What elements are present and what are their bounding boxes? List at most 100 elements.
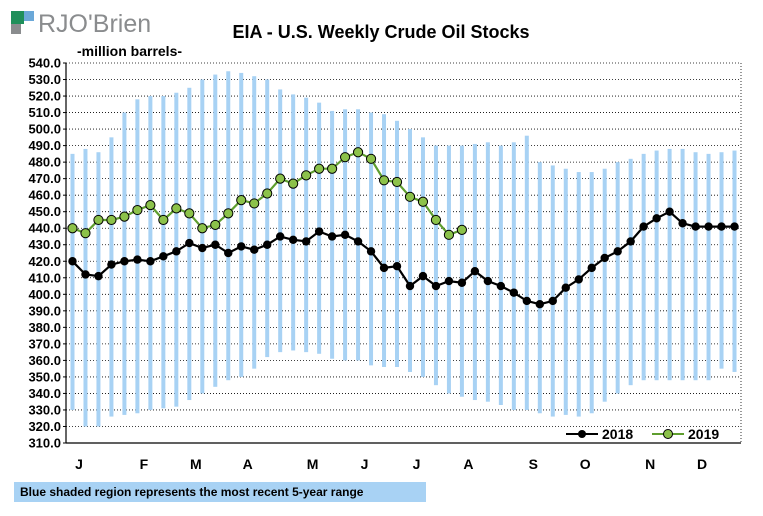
range-bar bbox=[693, 152, 698, 381]
data-point-2018 bbox=[275, 232, 285, 241]
legend-2019-marker bbox=[663, 429, 673, 439]
footnote: Blue shaded region represents the most r… bbox=[14, 482, 426, 502]
data-point-2018 bbox=[587, 263, 596, 273]
gridlines bbox=[66, 62, 741, 427]
y-tick-label: 470.0 bbox=[28, 171, 61, 186]
data-point-2018 bbox=[665, 207, 674, 216]
range-bar bbox=[291, 94, 296, 351]
y-tick-label: 350.0 bbox=[28, 369, 61, 384]
data-point-2018 bbox=[418, 271, 428, 281]
legend-2019-label: 2019 bbox=[688, 426, 719, 442]
month-label: J bbox=[413, 456, 421, 472]
data-point-2018 bbox=[314, 227, 324, 236]
range-bar bbox=[615, 162, 620, 394]
data-point-2019 bbox=[223, 208, 234, 219]
y-axis-label: -million barrels- bbox=[77, 43, 182, 59]
range-bar bbox=[109, 137, 114, 417]
logo-mark-gray bbox=[11, 24, 21, 34]
month-label: J bbox=[361, 456, 369, 472]
y-tick-label: 460.0 bbox=[28, 188, 61, 203]
data-point-2018 bbox=[613, 247, 622, 256]
y-tick-label: 340.0 bbox=[28, 386, 61, 401]
data-point-2019 bbox=[404, 191, 416, 202]
y-tick-label: 330.0 bbox=[28, 402, 61, 417]
y-tick-label: 400.0 bbox=[28, 287, 61, 302]
legend-2018-marker bbox=[578, 430, 586, 438]
logo: RJO'Brien bbox=[11, 10, 151, 38]
data-point-2019 bbox=[236, 195, 247, 206]
data-point-2018 bbox=[250, 245, 259, 254]
data-point-2018 bbox=[301, 237, 311, 246]
data-point-2018 bbox=[704, 222, 713, 231]
range-bar bbox=[511, 142, 516, 410]
range-bar bbox=[641, 153, 646, 381]
data-point-2019 bbox=[314, 163, 325, 174]
month-label: A bbox=[243, 456, 253, 472]
y-tick-label: 490.0 bbox=[28, 138, 61, 153]
data-point-2019 bbox=[430, 214, 442, 226]
data-point-2019 bbox=[378, 175, 390, 186]
data-point-2018 bbox=[94, 271, 103, 281]
range-bar bbox=[485, 142, 490, 402]
data-point-2018 bbox=[366, 247, 376, 256]
y-tick-label: 320.0 bbox=[28, 419, 61, 434]
data-point-2019 bbox=[456, 224, 468, 235]
data-point-2019 bbox=[417, 196, 429, 207]
range-bar bbox=[459, 145, 464, 397]
data-point-2018 bbox=[263, 240, 272, 249]
data-point-2018 bbox=[185, 238, 194, 248]
range-bar bbox=[706, 153, 711, 381]
range-bar bbox=[498, 145, 503, 405]
y-tick-label: 450.0 bbox=[28, 204, 61, 219]
logo-wordmark: RJO'Brien bbox=[38, 10, 151, 38]
range-bars bbox=[70, 71, 737, 427]
data-point-2019 bbox=[262, 188, 273, 199]
data-point-2018 bbox=[159, 252, 168, 261]
data-point-2018 bbox=[444, 276, 454, 286]
data-point-2019 bbox=[80, 228, 91, 239]
month-label: O bbox=[580, 456, 591, 472]
data-point-2019 bbox=[158, 214, 169, 226]
range-bar bbox=[96, 152, 101, 427]
month-label: M bbox=[190, 456, 202, 472]
data-point-2019 bbox=[67, 223, 78, 234]
data-point-2018 bbox=[730, 222, 739, 231]
data-point-2019 bbox=[210, 219, 221, 231]
data-point-2019 bbox=[184, 208, 195, 219]
range-bar bbox=[407, 129, 412, 372]
legend: 2018 2019 bbox=[566, 426, 719, 442]
month-label: N bbox=[645, 456, 655, 472]
data-point-2019 bbox=[365, 153, 377, 164]
data-point-2018 bbox=[496, 281, 506, 291]
range-bar bbox=[356, 109, 361, 361]
data-point-2018 bbox=[68, 257, 77, 266]
month-label: A bbox=[463, 456, 473, 472]
range-bar bbox=[239, 72, 244, 377]
data-point-2019 bbox=[106, 214, 117, 226]
y-tick-label: 390.0 bbox=[28, 303, 61, 318]
data-point-2018 bbox=[483, 276, 493, 286]
data-point-2018 bbox=[535, 300, 544, 309]
data-point-2018 bbox=[133, 255, 142, 264]
range-bar bbox=[83, 148, 88, 427]
y-tick-label: 430.0 bbox=[28, 237, 61, 252]
chart-title: EIA - U.S. Weekly Crude Oil Stocks bbox=[232, 22, 529, 42]
y-tick-label: 370.0 bbox=[28, 336, 61, 351]
range-bar bbox=[70, 153, 75, 410]
data-point-2019 bbox=[249, 198, 260, 209]
data-point-2018 bbox=[431, 281, 441, 291]
range-bar bbox=[576, 172, 581, 417]
logo-mark-blue bbox=[24, 11, 34, 21]
data-point-2019 bbox=[301, 170, 312, 181]
month-label: F bbox=[140, 456, 149, 472]
data-point-2019 bbox=[352, 147, 364, 158]
data-point-2018 bbox=[237, 242, 246, 251]
legend-2018-label: 2018 bbox=[602, 426, 633, 442]
data-point-2018 bbox=[172, 247, 181, 256]
range-bar bbox=[433, 145, 438, 386]
range-bar bbox=[420, 137, 425, 377]
data-point-2019 bbox=[391, 176, 403, 188]
data-point-2018 bbox=[626, 237, 635, 246]
range-bar bbox=[278, 89, 283, 353]
